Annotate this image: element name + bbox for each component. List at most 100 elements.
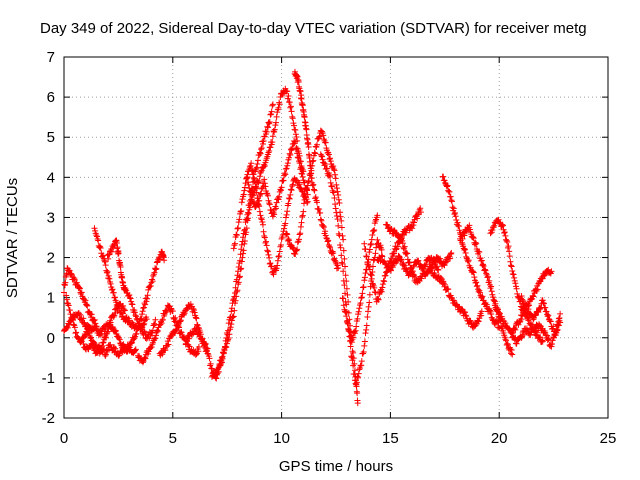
data-point xyxy=(104,329,111,336)
data-point xyxy=(263,128,270,135)
data-point xyxy=(159,316,166,323)
data-point xyxy=(292,138,299,145)
data-point xyxy=(289,115,296,122)
data-point xyxy=(171,318,178,325)
data-point xyxy=(289,113,296,120)
data-point xyxy=(379,284,386,291)
data-point xyxy=(480,262,487,269)
data-point xyxy=(277,187,284,194)
data-point xyxy=(227,314,234,321)
data-point xyxy=(456,227,463,234)
data-point xyxy=(235,219,242,226)
data-point xyxy=(158,320,165,327)
data-point xyxy=(501,229,508,236)
data-point xyxy=(503,237,510,244)
data-point xyxy=(152,266,159,273)
data-point xyxy=(550,323,557,330)
data-point xyxy=(541,272,548,279)
data-point xyxy=(305,144,312,151)
data-point xyxy=(284,162,291,169)
data-point xyxy=(194,321,201,328)
data-point xyxy=(549,337,556,344)
data-point xyxy=(487,230,494,237)
data-point xyxy=(286,99,293,106)
data-point xyxy=(327,173,334,180)
data-point xyxy=(130,336,137,343)
data-point xyxy=(286,237,293,244)
y-tick-label: 7 xyxy=(47,49,55,66)
data-point xyxy=(475,318,482,325)
data-point xyxy=(508,330,515,337)
data-point xyxy=(358,362,365,369)
data-point xyxy=(323,165,330,172)
data-point xyxy=(282,214,289,221)
data-point xyxy=(389,264,396,271)
data-point xyxy=(235,224,242,231)
data-point xyxy=(165,341,172,348)
data-point xyxy=(261,133,268,140)
data-point xyxy=(120,306,127,313)
data-point xyxy=(540,300,547,307)
data-point xyxy=(72,330,79,337)
data-point xyxy=(365,308,372,315)
data-point xyxy=(388,267,395,274)
data-point xyxy=(444,182,451,189)
data-point xyxy=(537,334,544,341)
axis-ticks: 0 5 10 15 20 25 -2 -1 0 1 2 3 4 5 6 7 xyxy=(42,49,617,447)
data-point xyxy=(258,145,265,152)
data-point xyxy=(152,265,159,272)
data-point xyxy=(266,119,273,126)
data-point xyxy=(442,281,449,288)
data-point xyxy=(133,330,140,337)
data-point xyxy=(140,305,147,312)
data-point xyxy=(468,231,475,238)
data-point xyxy=(77,311,84,318)
data-point xyxy=(340,268,347,275)
data-point xyxy=(355,370,362,377)
data-point xyxy=(319,128,326,135)
data-point xyxy=(316,133,323,140)
data-point xyxy=(169,308,176,315)
data-point xyxy=(147,344,154,351)
data-point xyxy=(294,239,301,246)
data-point xyxy=(378,246,385,253)
data-point xyxy=(463,313,470,320)
data-point xyxy=(208,365,215,372)
data-point xyxy=(362,330,369,337)
data-point xyxy=(91,316,98,323)
data-point xyxy=(287,152,294,159)
data-point xyxy=(430,257,437,264)
data-point xyxy=(350,349,357,356)
data-point xyxy=(139,308,146,315)
data-point xyxy=(361,277,368,284)
data-point xyxy=(504,340,511,347)
data-point xyxy=(478,308,485,315)
data-point xyxy=(540,299,547,306)
data-point xyxy=(149,329,156,336)
data-point xyxy=(61,289,67,296)
data-point xyxy=(136,320,143,327)
data-point xyxy=(231,240,238,247)
data-point xyxy=(470,269,477,276)
data-point xyxy=(151,320,158,327)
data-point xyxy=(297,88,304,95)
data-point xyxy=(363,253,370,260)
data-point xyxy=(297,223,304,230)
data-point xyxy=(489,316,496,323)
data-point xyxy=(356,305,363,312)
data-point xyxy=(476,248,483,255)
data-point xyxy=(215,368,222,375)
data-point xyxy=(341,255,348,262)
data-point xyxy=(262,239,269,246)
data-point xyxy=(263,238,270,245)
data-point xyxy=(519,296,526,303)
y-tick-label: 1 xyxy=(47,290,55,307)
data-point xyxy=(293,247,300,254)
data-point xyxy=(287,104,294,111)
data-point xyxy=(379,281,386,288)
data-point xyxy=(374,295,381,302)
data-point xyxy=(269,102,276,109)
data-point xyxy=(353,323,360,330)
data-point xyxy=(462,250,469,257)
data-point xyxy=(318,217,325,224)
